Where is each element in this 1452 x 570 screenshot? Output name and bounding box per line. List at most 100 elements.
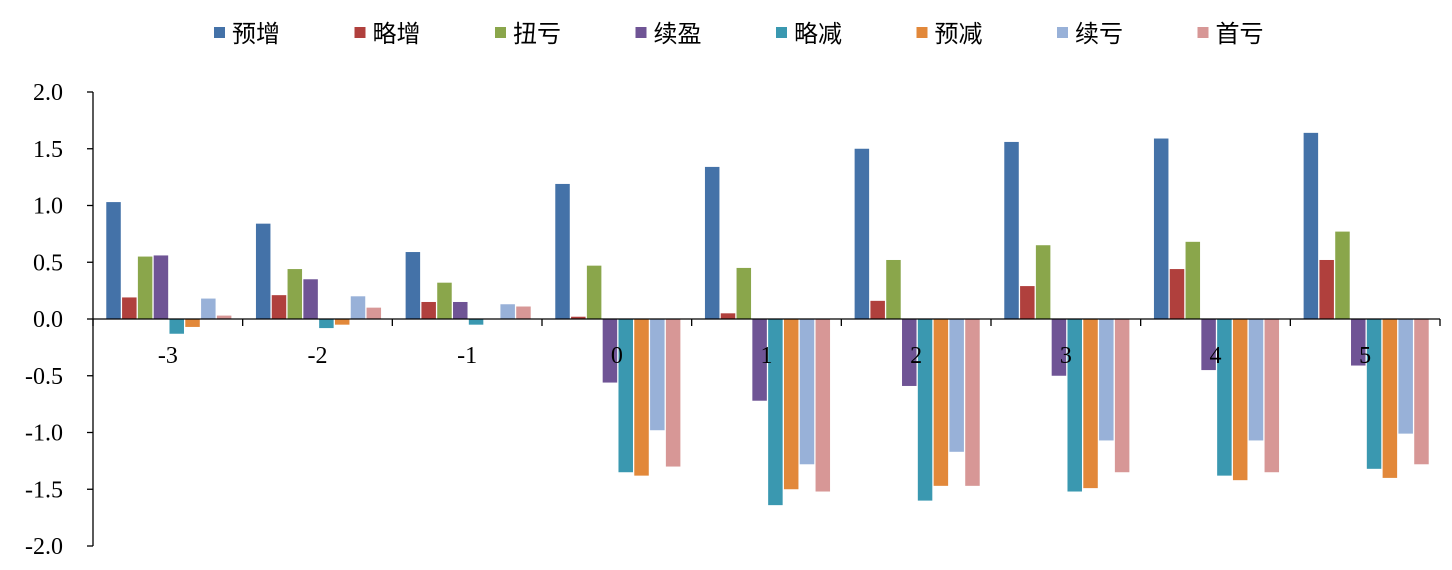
- bar: [201, 298, 216, 319]
- bar: [122, 297, 137, 319]
- x-tick-label: 3: [1060, 343, 1072, 369]
- bar: [421, 301, 436, 319]
- bar: [106, 202, 121, 319]
- bar: [917, 319, 933, 501]
- legend-label: 续盈: [654, 20, 702, 48]
- legend-label: 略增: [373, 20, 421, 48]
- bar: [783, 319, 799, 490]
- bar: [902, 319, 917, 386]
- bar: [1083, 319, 1098, 489]
- y-tick-label: 2.0: [33, 80, 63, 106]
- y-tick-label: 1.0: [33, 194, 63, 220]
- bar: [1169, 269, 1185, 319]
- bar: [1398, 319, 1413, 434]
- bar: [933, 319, 949, 486]
- legend-entry: 略减: [776, 20, 842, 48]
- bar: [1382, 319, 1398, 478]
- bar: [1319, 259, 1334, 319]
- bar: [1351, 319, 1366, 366]
- legend-label: 首亏: [1216, 20, 1264, 48]
- bar: [216, 315, 232, 319]
- bar: [453, 301, 468, 319]
- legend: 预增 略增 扭亏 续盈 略减 预减 续亏 首亏: [214, 20, 1264, 48]
- legend-entry: 首亏: [1197, 20, 1264, 48]
- legend-label: 略减: [794, 20, 842, 48]
- bar: [1051, 319, 1067, 376]
- x-tick-label: -2: [308, 343, 328, 369]
- bar: [255, 223, 271, 319]
- bar: [555, 183, 570, 319]
- legend-entry: 续亏: [1057, 20, 1123, 48]
- bar: [618, 319, 633, 473]
- legend-swatch: [776, 27, 787, 38]
- legend-swatch: [635, 27, 647, 38]
- bar: [571, 316, 586, 319]
- y-tick-label: -1.0: [25, 421, 63, 447]
- legend-label: 扭亏: [513, 20, 561, 48]
- bar: [736, 267, 752, 319]
- y-axis: 2.0 1.5 1.0 0.5 0.0 -0.5 -1.0 -1.5 -2.0: [25, 80, 94, 560]
- legend-entry: 预减: [916, 20, 983, 48]
- bar: [1067, 319, 1082, 492]
- bar: [1020, 286, 1035, 319]
- bar: [799, 319, 815, 465]
- bar: [1201, 319, 1216, 371]
- y-tick-label: 0.5: [33, 250, 63, 276]
- legend-label: 预减: [935, 20, 983, 48]
- bar: [586, 265, 602, 319]
- legend-entry: 略增: [354, 20, 421, 48]
- bar: [468, 319, 484, 325]
- bar: [1035, 245, 1051, 319]
- bar: [437, 282, 452, 319]
- y-tick-label: -1.5: [25, 477, 63, 503]
- bar: [1153, 138, 1169, 319]
- x-tick-label: 0: [611, 343, 623, 369]
- bar: [169, 319, 184, 334]
- bars: [106, 132, 1429, 506]
- bar: [1366, 319, 1382, 469]
- legend-entry: 预增: [214, 20, 280, 48]
- legend-label: 预增: [232, 20, 280, 48]
- y-tick-label: -0.5: [25, 364, 63, 390]
- bar: [870, 300, 885, 319]
- legend-entry: 续盈: [635, 20, 702, 48]
- bar: [271, 295, 287, 319]
- x-tick-label: -1: [457, 343, 477, 369]
- bar: [1414, 319, 1429, 465]
- x-axis: -3 -2 -1 0 1 2 3 4 5: [92, 318, 1441, 369]
- y-tick-label: -2.0: [25, 534, 63, 560]
- bar: [1099, 319, 1114, 441]
- x-tick-label: 5: [1359, 343, 1371, 369]
- bar: [366, 307, 382, 319]
- bar: [1248, 319, 1264, 441]
- x-tick-label: 1: [761, 343, 773, 369]
- legend-swatch: [214, 27, 225, 38]
- bar: [1185, 241, 1201, 319]
- bar: [1232, 319, 1248, 481]
- bar: [768, 319, 783, 506]
- bar: [334, 319, 350, 325]
- legend-swatch: [1197, 27, 1209, 38]
- bar: [815, 319, 831, 492]
- y-tick-label: 0.0: [33, 307, 63, 333]
- x-tick-label: 4: [1210, 343, 1222, 369]
- bar: [1004, 141, 1019, 319]
- bar: [1114, 319, 1130, 473]
- bar: [516, 306, 531, 319]
- legend-swatch: [916, 27, 928, 38]
- bar: [854, 148, 870, 319]
- bar: [405, 252, 421, 319]
- legend-swatch: [354, 27, 366, 38]
- bar: [1335, 231, 1350, 319]
- bar: [185, 319, 200, 327]
- bar: [752, 319, 767, 401]
- bar: [1303, 132, 1319, 319]
- bar: [319, 319, 334, 329]
- x-tick-label: -3: [158, 343, 178, 369]
- bar: [886, 259, 901, 319]
- bar: [650, 319, 665, 431]
- bar: [500, 304, 515, 319]
- x-tick-label: 2: [910, 343, 922, 369]
- y-tick-label: 1.5: [33, 137, 63, 163]
